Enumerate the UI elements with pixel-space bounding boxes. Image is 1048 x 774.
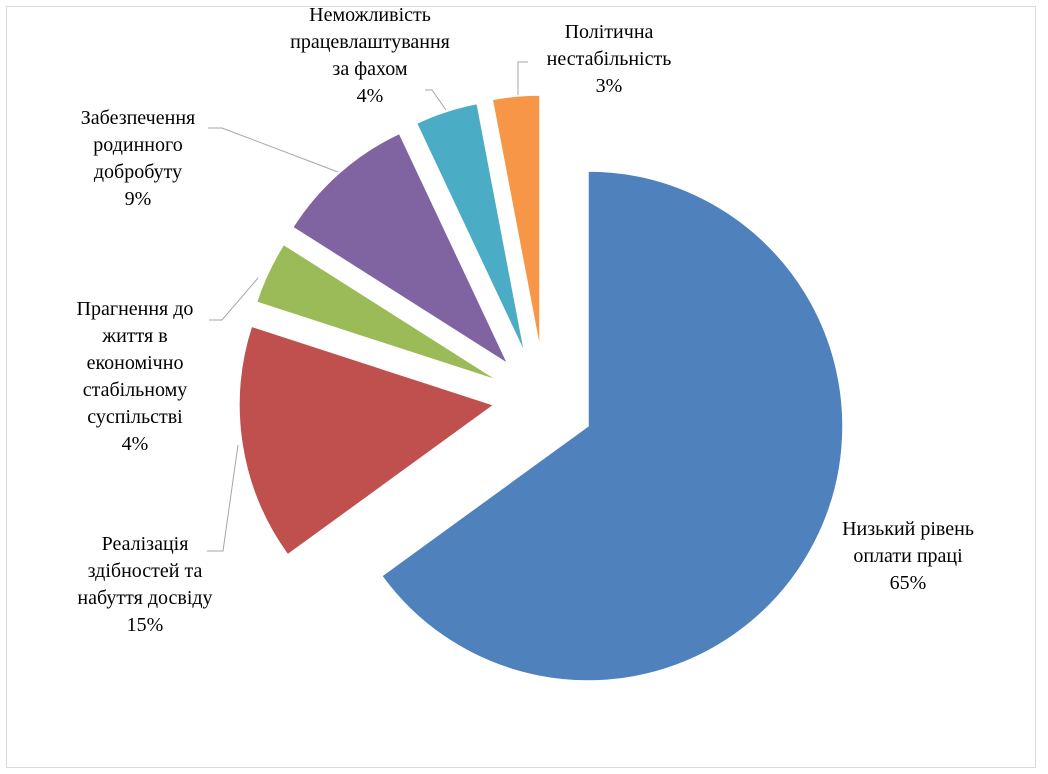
slice-label-line: оплати праці [853, 545, 963, 567]
slice-label-line: стабільному [83, 379, 188, 401]
slice-label-line: суспільстві [87, 406, 183, 428]
slice-label-line: Низький рівень [842, 518, 974, 540]
slice-label-line: добробуту [94, 161, 182, 183]
slice-label-6: Політична нестабільність 3% [547, 21, 672, 97]
slice-label-1: Низький рівень оплати праці 65% [842, 518, 974, 594]
slice-label-line: Реалізація [102, 533, 189, 555]
slice-percent: 15% [127, 614, 164, 636]
pie-slice-4 [291, 132, 510, 367]
pie-slices [238, 94, 844, 682]
slice-label-line: здібностей та [88, 560, 203, 582]
slice-label-line: Прагнення до [77, 298, 194, 320]
leader-line-6 [517, 61, 528, 95]
pie-slice-1 [380, 170, 844, 682]
leader-line-5 [425, 89, 447, 111]
slice-label-line: Неможливість [309, 4, 431, 26]
slice-label-5: Неможливість працевлаштування за фахом 4% [290, 4, 450, 107]
leader-line-3 [209, 277, 259, 321]
slice-label-line: родинного [93, 134, 182, 156]
slice-percent: 9% [125, 188, 152, 210]
pie-slice-3 [255, 243, 500, 382]
slice-label-line: набуття досвіду [77, 587, 212, 609]
slice-label-line: економічно [87, 352, 184, 374]
slice-label-line: Забезпечення [81, 107, 195, 129]
slice-percent: 3% [596, 75, 623, 97]
slice-label-line: нестабільність [547, 48, 672, 70]
slice-percent: 65% [890, 572, 927, 594]
slice-label-2: Реалізація здібностей та набуття досвіду 15… [77, 533, 212, 636]
pie-slice-5 [415, 102, 526, 355]
pie-slice-6 [491, 94, 541, 351]
slice-percent: 4% [122, 433, 149, 455]
slice-percent: 4% [357, 85, 384, 107]
leader-line-4 [208, 127, 339, 173]
slice-label-line: Політична [565, 21, 654, 43]
pie-slice-2 [238, 325, 496, 556]
slice-label-line: за фахом [332, 58, 407, 80]
slice-label-3: Прагнення до життя в економічно стабільному… [77, 298, 194, 455]
leader-lines [207, 61, 528, 552]
slice-label-4: Забезпечення родинного добробуту 9% [81, 107, 195, 210]
leader-line-2 [207, 444, 239, 552]
data-labels: Низький рівень оплати праці 65% Реалізація з… [77, 4, 974, 636]
slice-label-line: життя в [101, 325, 167, 347]
slice-label-line: працевлаштування [290, 31, 450, 53]
